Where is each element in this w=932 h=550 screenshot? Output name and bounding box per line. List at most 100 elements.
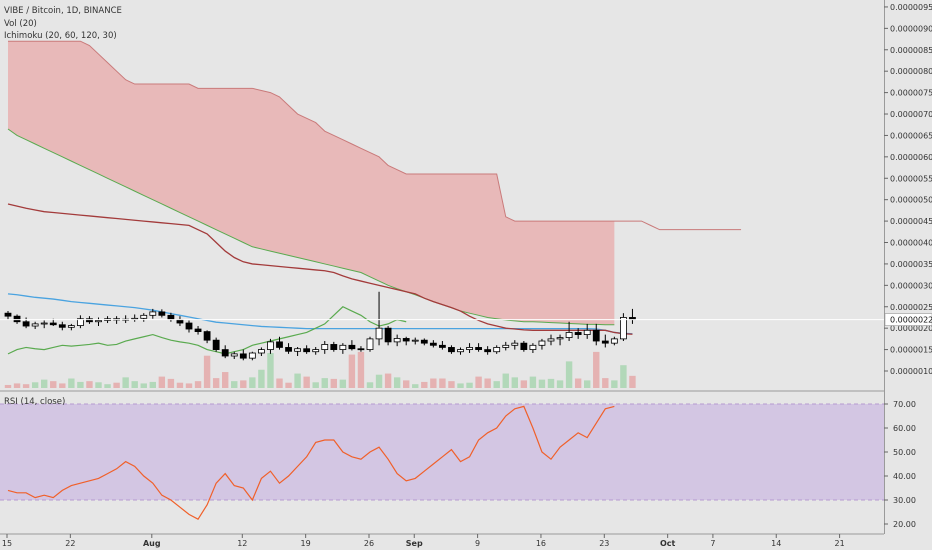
volume-bar xyxy=(167,378,175,388)
rsi-tick-label: 50.00 xyxy=(893,448,916,457)
volume-bar xyxy=(203,355,211,388)
candle-body xyxy=(194,328,202,332)
volume-bar xyxy=(149,381,156,388)
volume-bar xyxy=(457,383,464,388)
time-tick-label: 22 xyxy=(65,539,75,548)
candle-body xyxy=(348,344,356,350)
rsi-tick-label: 60.00 xyxy=(893,424,916,433)
candle-body xyxy=(285,347,292,352)
candle-body xyxy=(294,348,302,352)
candle-body xyxy=(592,329,600,342)
candle-body xyxy=(321,344,329,350)
candle-body xyxy=(13,315,21,323)
time-tick-label: 26 xyxy=(364,539,374,548)
candle-body xyxy=(529,344,537,350)
candle-body xyxy=(420,339,428,344)
volume-bar xyxy=(294,373,301,388)
volume-bar xyxy=(4,384,12,388)
candle-body xyxy=(502,344,510,348)
lagging-span xyxy=(7,306,407,355)
conversion-line xyxy=(7,293,633,335)
volume-bar xyxy=(611,380,618,388)
volume-bar xyxy=(393,377,401,388)
volume-bar xyxy=(348,354,356,388)
volume-bar xyxy=(439,378,446,388)
volume-bar xyxy=(330,378,337,388)
time-tick-label: 16 xyxy=(536,539,546,548)
candle-body xyxy=(239,353,247,359)
rsi-tick-label: 70.00 xyxy=(893,400,916,409)
volume-bar xyxy=(538,379,546,388)
time-tick-label: 9 xyxy=(475,539,480,548)
volume-bar xyxy=(95,382,102,388)
time-tick-label: 12 xyxy=(237,539,247,548)
candle-body xyxy=(411,339,419,342)
volume-bar xyxy=(375,374,383,388)
candle-body xyxy=(67,325,75,328)
time-tick-label: Oct xyxy=(660,539,676,548)
volume-bar xyxy=(212,378,220,388)
candle-body xyxy=(185,322,193,330)
candle-body xyxy=(140,314,148,319)
volume-bar xyxy=(584,380,591,388)
volume-bar xyxy=(258,369,265,388)
volume-bar xyxy=(249,377,256,388)
candle-body xyxy=(475,347,483,350)
rsi-axis[interactable]: 70.00 60.00 50.00 40.00 30.00 20.00 xyxy=(884,400,916,529)
candle-body xyxy=(366,338,374,350)
rsi-indicator xyxy=(0,403,884,520)
volume-bar xyxy=(240,380,247,388)
volume-bar xyxy=(511,377,518,388)
time-tick-label: Aug xyxy=(143,539,161,548)
candle-body xyxy=(402,338,410,342)
candle-body xyxy=(303,348,311,353)
time-tick-label: Sep xyxy=(406,539,423,548)
candle-body xyxy=(448,347,455,353)
time-axis[interactable]: 15 22 Aug 12 19 26 Sep 9 16 23 Oct 7 14 21 xyxy=(0,533,884,548)
volume-bar xyxy=(194,381,202,388)
volume-bar xyxy=(285,382,292,388)
volume-bar xyxy=(574,378,582,388)
candle-body xyxy=(610,338,618,344)
time-tick-label: 14 xyxy=(771,539,781,548)
volume-bar xyxy=(448,381,455,388)
ichimoku-lines xyxy=(7,203,633,355)
candle-body xyxy=(31,323,39,327)
candle-body xyxy=(429,342,437,346)
volume-bar xyxy=(321,378,328,388)
candle-body xyxy=(556,337,564,340)
volume-bar xyxy=(339,379,347,388)
rsi-line xyxy=(7,405,615,520)
candle-body xyxy=(511,342,519,346)
time-tick-label: 21 xyxy=(835,539,845,548)
volume-bar xyxy=(140,383,147,388)
candle-body xyxy=(149,311,157,316)
candle-body xyxy=(86,318,93,323)
volume-bar xyxy=(547,378,555,388)
ichimoku-legend: Ichimoku (20, 60, 120, 30) xyxy=(4,31,117,41)
volume-bar xyxy=(529,376,537,388)
volume-bar xyxy=(502,373,509,388)
candle-body xyxy=(22,321,30,327)
candle-body xyxy=(40,322,48,325)
candle-body xyxy=(620,317,627,340)
rsi-legend: RSI (14, close) xyxy=(4,397,65,407)
last-price-badge xyxy=(884,313,932,326)
candle-body xyxy=(221,349,229,357)
volume-bar xyxy=(520,380,528,388)
volume-bar xyxy=(593,351,600,388)
leading-span-b xyxy=(8,40,742,231)
candle-body xyxy=(375,327,383,340)
candle-body xyxy=(438,344,446,348)
candle-body xyxy=(384,327,392,343)
volume-bar xyxy=(565,361,573,388)
candle-body xyxy=(257,349,265,354)
